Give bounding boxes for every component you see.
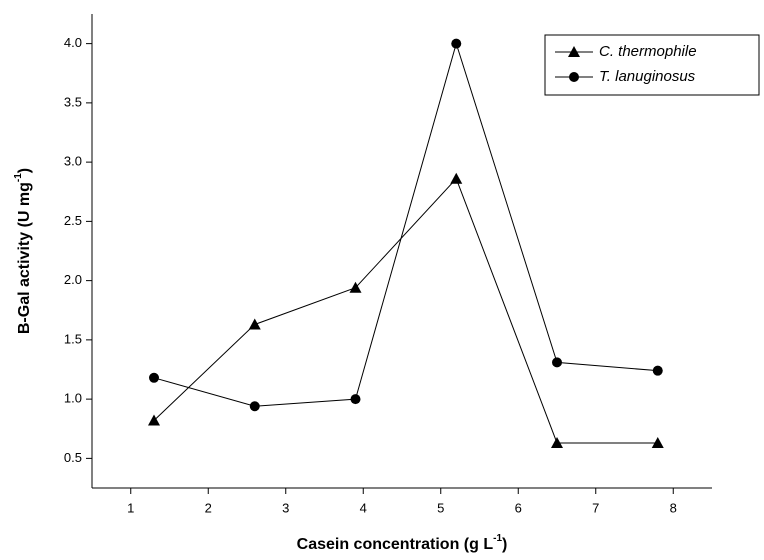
y-tick-label: 4.0 bbox=[64, 35, 82, 50]
marker bbox=[248, 318, 261, 330]
marker bbox=[568, 46, 580, 57]
x-axis-title-sup: -1 bbox=[493, 533, 502, 544]
y-tick-label: 1.0 bbox=[64, 391, 82, 406]
marker bbox=[551, 436, 563, 448]
legend-label: T. lanuginosus bbox=[599, 68, 696, 85]
y-tick-label: 1.5 bbox=[64, 331, 82, 346]
x-tick-label: 2 bbox=[205, 500, 212, 515]
y-tick-label: 3.0 bbox=[64, 154, 82, 169]
y-tick-label: 3.5 bbox=[64, 94, 82, 109]
marker bbox=[451, 38, 462, 49]
x-tick-label: 6 bbox=[515, 500, 522, 515]
x-tick-label: 1 bbox=[127, 500, 134, 515]
marker bbox=[349, 281, 362, 293]
legend-label: C. thermophile bbox=[599, 43, 697, 60]
series-line bbox=[153, 177, 658, 444]
marker bbox=[569, 72, 579, 82]
y-tick-label: 0.5 bbox=[64, 450, 82, 465]
x-tick-label: 5 bbox=[437, 500, 444, 515]
x-axis-title-end: ) bbox=[502, 536, 507, 553]
marker bbox=[249, 401, 260, 412]
x-axis-title-text: Casein concentration (g L bbox=[297, 536, 494, 553]
y-tick-label: 2.5 bbox=[64, 213, 82, 228]
marker bbox=[651, 436, 664, 448]
marker bbox=[552, 357, 562, 368]
series-line bbox=[153, 41, 658, 407]
legend-box bbox=[544, 34, 760, 96]
y-axis-title-text: B-Gal activity (U mg bbox=[16, 182, 33, 334]
marker bbox=[149, 372, 159, 383]
marker bbox=[450, 172, 463, 184]
y-axis-title-end: ) bbox=[16, 168, 33, 173]
y-tick-label: 2.0 bbox=[64, 272, 82, 287]
x-tick-label: 4 bbox=[360, 500, 367, 515]
x-tick-label: 3 bbox=[282, 500, 289, 515]
x-tick-label: 7 bbox=[592, 500, 599, 515]
x-axis-title: Casein concentration (g L-1) bbox=[297, 533, 508, 554]
marker bbox=[350, 394, 361, 405]
y-axis-title: B-Gal activity (U mg-1) bbox=[13, 168, 34, 334]
x-tick-label: 8 bbox=[670, 500, 677, 515]
marker bbox=[148, 414, 160, 426]
marker bbox=[652, 365, 663, 376]
y-axis-title-sup: -1 bbox=[13, 173, 24, 182]
